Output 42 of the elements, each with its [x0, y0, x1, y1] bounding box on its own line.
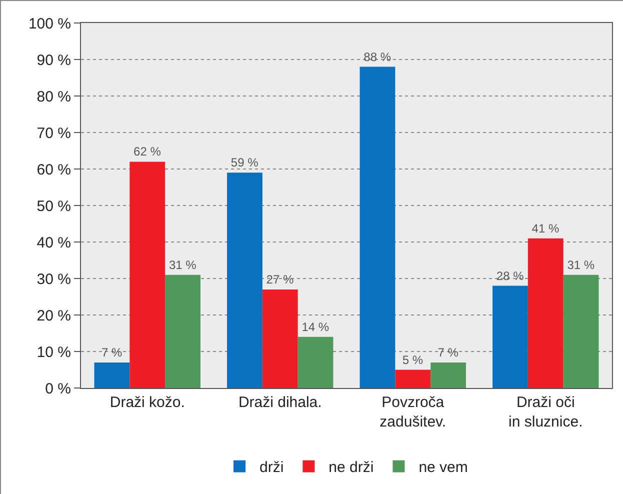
- data-label: 27 %: [266, 272, 294, 286]
- data-label: 41 %: [532, 221, 560, 236]
- y-tick-label: 0 %: [45, 380, 71, 398]
- data-label: 88 %: [364, 50, 392, 64]
- data-label: 14 %: [302, 320, 330, 334]
- x-tick-label: Draži kožo.: [110, 394, 185, 411]
- data-label: 31 %: [567, 258, 595, 272]
- data-label: 7 %: [101, 345, 122, 360]
- bar: [430, 362, 466, 388]
- bar: [360, 66, 396, 388]
- bar: [94, 362, 130, 388]
- bar: [528, 238, 564, 388]
- data-label: 59 %: [230, 156, 259, 170]
- bar: [165, 274, 200, 388]
- y-tick-label: 10 %: [36, 344, 71, 361]
- bar: [298, 336, 334, 388]
- y-tick-label: 60 %: [36, 161, 71, 178]
- y-tick-label: 90 %: [36, 52, 71, 69]
- legend-label: ne drži: [328, 459, 374, 476]
- bar: [395, 370, 431, 388]
- bar: [262, 289, 298, 388]
- bar: [227, 172, 262, 388]
- data-label: 7 %: [438, 345, 459, 360]
- data-label: 5 %: [402, 352, 424, 367]
- bar: [492, 286, 528, 388]
- data-label: 62 %: [134, 144, 162, 159]
- y-tick-label: 50 %: [36, 198, 71, 215]
- bar: [563, 274, 599, 388]
- y-tick-label: 40 %: [36, 234, 71, 252]
- y-tick-label: 20 %: [36, 307, 71, 324]
- x-tick-label: Draži dihala.: [238, 394, 322, 411]
- x-tick-label: Draži oči in sluznice.: [508, 394, 583, 430]
- data-label: 28 %: [496, 268, 524, 283]
- bar: [130, 162, 166, 388]
- x-tick-label: Povzroča zadušitev.: [380, 394, 446, 430]
- y-tick-label: 30 %: [36, 270, 71, 288]
- y-tick-label: 100 %: [28, 15, 71, 32]
- y-tick-label: 70 %: [36, 124, 71, 142]
- y-tick-label: 80 %: [36, 88, 71, 106]
- legend-label: ne vem: [418, 459, 468, 476]
- legend-label: drži: [260, 459, 284, 476]
- data-label: 31 %: [168, 258, 197, 272]
